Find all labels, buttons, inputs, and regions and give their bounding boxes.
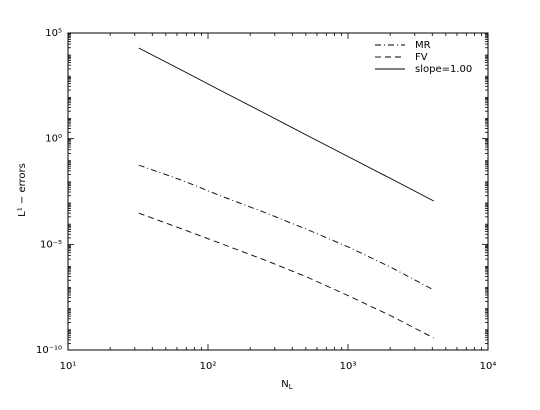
x-tick-label: 10³ <box>340 361 357 372</box>
x-axis-label: NL <box>281 379 292 391</box>
legend-label: slope=1.00 <box>415 64 472 75</box>
y-tick-label: 10⁻¹⁰ <box>36 345 62 356</box>
x-tick-label: 10² <box>200 361 217 372</box>
x-axis-label-main: N <box>281 379 288 390</box>
plot-frame <box>67 32 489 351</box>
legend-label: FV <box>415 52 428 63</box>
y-axis-label: L¹ − errors <box>17 163 28 217</box>
y-tick-label: 10⁻⁵ <box>40 239 62 250</box>
y-tick-label: 10⁰ <box>45 134 62 145</box>
x-tick-label: 10¹ <box>60 361 77 372</box>
data-line <box>138 47 434 202</box>
x-tick-label: 10⁴ <box>480 361 497 372</box>
x-axis-label-subscript: L <box>289 383 293 391</box>
y-tick-label: 10⁵ <box>45 28 62 39</box>
data-line <box>138 212 434 339</box>
legend-label: MR <box>415 40 431 51</box>
data-line <box>138 164 434 291</box>
